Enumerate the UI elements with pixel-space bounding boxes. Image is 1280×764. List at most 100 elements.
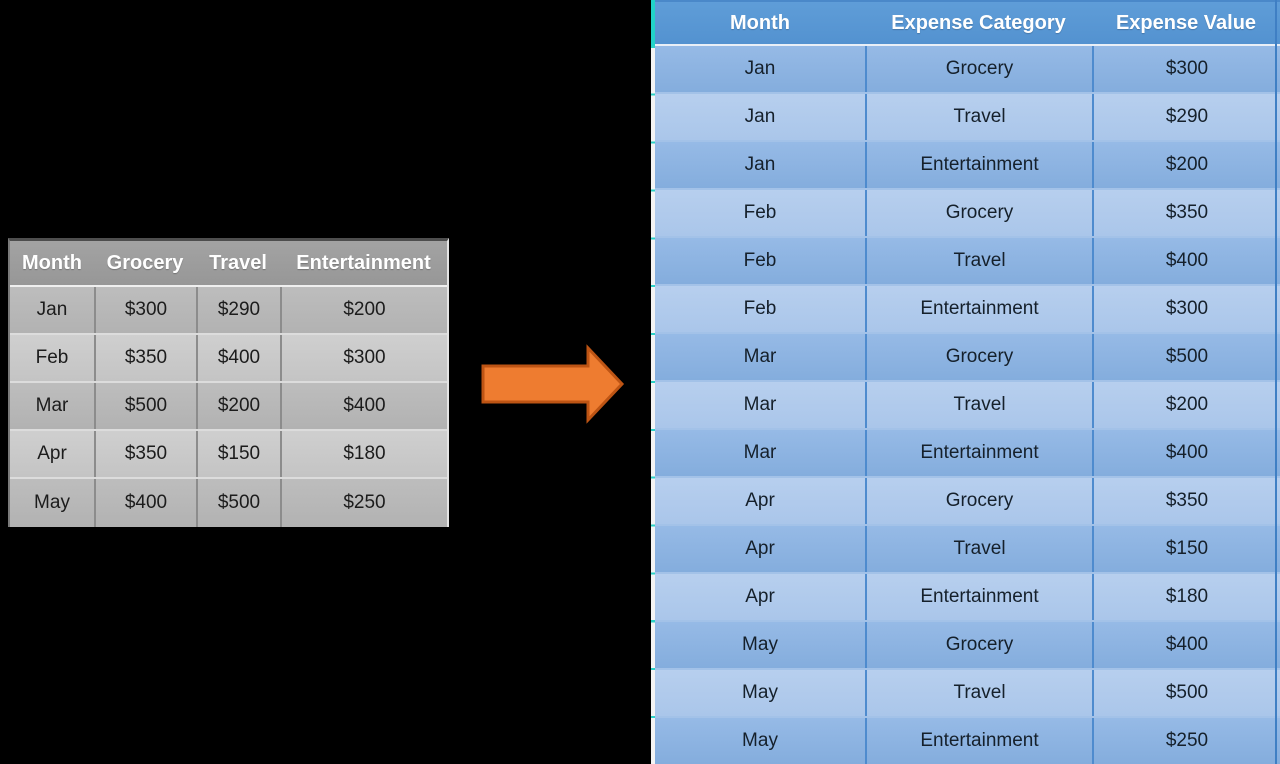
table-cell: Travel bbox=[865, 670, 1092, 716]
table-cell: Entertainment bbox=[865, 574, 1092, 620]
table-row: Apr Grocery $350 bbox=[655, 478, 1280, 526]
source-header-grocery: Grocery bbox=[106, 251, 184, 274]
table-cell: $300 bbox=[1092, 46, 1280, 92]
table-cell: Entertainment bbox=[865, 718, 1092, 764]
table-left-border bbox=[651, 0, 655, 764]
table-cell: May bbox=[655, 718, 865, 764]
table-cell: Entertainment bbox=[865, 430, 1092, 476]
source-header-travel: Travel bbox=[209, 251, 267, 274]
table-cell: $200 bbox=[280, 287, 447, 333]
result-table-content: Month Expense Category Expense Value Jan… bbox=[655, 0, 1280, 764]
table-cell: $150 bbox=[196, 431, 280, 477]
table-row: Apr Travel $150 bbox=[655, 526, 1280, 574]
transform-arrow-icon bbox=[481, 344, 625, 424]
table-cell: $290 bbox=[196, 287, 280, 333]
table-cell: $250 bbox=[1092, 718, 1280, 764]
table-cell: Feb bbox=[655, 286, 865, 332]
table-cell: Travel bbox=[865, 94, 1092, 140]
table-row: May Grocery $400 bbox=[655, 622, 1280, 670]
table-cell: $200 bbox=[196, 383, 280, 429]
table-cell: Travel bbox=[865, 526, 1092, 572]
table-cell: $180 bbox=[280, 431, 447, 477]
table-cell: $180 bbox=[1092, 574, 1280, 620]
table-cell: $300 bbox=[94, 287, 196, 333]
table-row: May $400 $500 $250 bbox=[10, 479, 447, 527]
table-row: Jan $300 $290 $200 bbox=[10, 287, 447, 335]
table-row: Mar Entertainment $400 bbox=[655, 430, 1280, 478]
table-row: May Travel $500 bbox=[655, 670, 1280, 718]
table-row: Feb Grocery $350 bbox=[655, 190, 1280, 238]
table-cell: Entertainment bbox=[865, 286, 1092, 332]
source-header-month: Month bbox=[22, 251, 82, 274]
table-cell: Mar bbox=[655, 382, 865, 428]
table-row: Feb $350 $400 $300 bbox=[10, 335, 447, 383]
table-cell: Mar bbox=[655, 430, 865, 476]
table-cell: Jan bbox=[655, 142, 865, 188]
table-cell: Apr bbox=[655, 574, 865, 620]
table-cell: $290 bbox=[1092, 94, 1280, 140]
table-row: Jan Grocery $300 bbox=[655, 46, 1280, 94]
table-cell: $500 bbox=[196, 479, 280, 527]
table-cell: Feb bbox=[10, 335, 94, 381]
teal-accent-bar bbox=[651, 0, 655, 46]
table-cell: Entertainment bbox=[865, 142, 1092, 188]
table-cell: $400 bbox=[1092, 622, 1280, 668]
table-cell: $350 bbox=[94, 335, 196, 381]
table-cell: $400 bbox=[1092, 430, 1280, 476]
table-cell: Feb bbox=[655, 238, 865, 284]
table-cell: Apr bbox=[10, 431, 94, 477]
table-cell: Feb bbox=[655, 190, 865, 236]
table-cell: Grocery bbox=[865, 46, 1092, 92]
source-table-header-row: Month Grocery Travel Entertainment bbox=[10, 241, 447, 285]
table-cell: Grocery bbox=[865, 478, 1092, 524]
result-table-body: Jan Grocery $300 Jan Travel $290 Jan Ent… bbox=[655, 46, 1280, 764]
result-header-month: Month bbox=[730, 11, 790, 34]
table-cell: $400 bbox=[196, 335, 280, 381]
table-cell: $500 bbox=[94, 383, 196, 429]
table-row: Jan Travel $290 bbox=[655, 94, 1280, 142]
table-cell: Mar bbox=[10, 383, 94, 429]
table-row: Apr Entertainment $180 bbox=[655, 574, 1280, 622]
result-header-expense-category: Expense Category bbox=[891, 11, 1066, 34]
result-header-expense-value: Expense Value bbox=[1115, 11, 1257, 34]
table-row: Mar $500 $200 $400 bbox=[10, 383, 447, 431]
table-cell: $400 bbox=[1092, 238, 1280, 284]
table-cell: May bbox=[10, 479, 94, 527]
table-cell: Grocery bbox=[865, 334, 1092, 380]
table-row: Apr $350 $150 $180 bbox=[10, 431, 447, 479]
table-row: Mar Travel $200 bbox=[655, 382, 1280, 430]
result-table-header-row: Month Expense Category Expense Value bbox=[655, 0, 1280, 46]
table-row: Feb Entertainment $300 bbox=[655, 286, 1280, 334]
table-cell: $350 bbox=[1092, 478, 1280, 524]
result-table: Month Expense Category Expense Value Jan… bbox=[651, 0, 1280, 764]
table-cell: Grocery bbox=[865, 190, 1092, 236]
source-header-entertainment: Entertainment bbox=[296, 251, 431, 274]
table-cell: Jan bbox=[655, 46, 865, 92]
table-cell: $400 bbox=[94, 479, 196, 527]
table-cell: Jan bbox=[655, 94, 865, 140]
table-cell: $150 bbox=[1092, 526, 1280, 572]
table-cell: Travel bbox=[865, 382, 1092, 428]
table-cell: $250 bbox=[280, 479, 447, 527]
table-cell: Mar bbox=[655, 334, 865, 380]
table-right-gridline bbox=[1275, 0, 1277, 764]
table-cell: Grocery bbox=[865, 622, 1092, 668]
table-cell: $200 bbox=[1092, 142, 1280, 188]
table-cell: $500 bbox=[1092, 334, 1280, 380]
source-table: Month Grocery Travel Entertainment Jan $… bbox=[8, 238, 449, 527]
table-row: May Entertainment $250 bbox=[655, 718, 1280, 764]
table-row: Mar Grocery $500 bbox=[655, 334, 1280, 382]
table-cell: May bbox=[655, 670, 865, 716]
table-row: Jan Entertainment $200 bbox=[655, 142, 1280, 190]
table-cell: Jan bbox=[10, 287, 94, 333]
table-cell: $300 bbox=[1092, 286, 1280, 332]
table-cell: Apr bbox=[655, 478, 865, 524]
table-cell: Apr bbox=[655, 526, 865, 572]
table-cell: $350 bbox=[94, 431, 196, 477]
source-table-body: Jan $300 $290 $200 Feb $350 $400 $300 Ma… bbox=[10, 285, 447, 527]
table-cell: May bbox=[655, 622, 865, 668]
table-cell: $350 bbox=[1092, 190, 1280, 236]
table-row: Feb Travel $400 bbox=[655, 238, 1280, 286]
table-cell: $200 bbox=[1092, 382, 1280, 428]
